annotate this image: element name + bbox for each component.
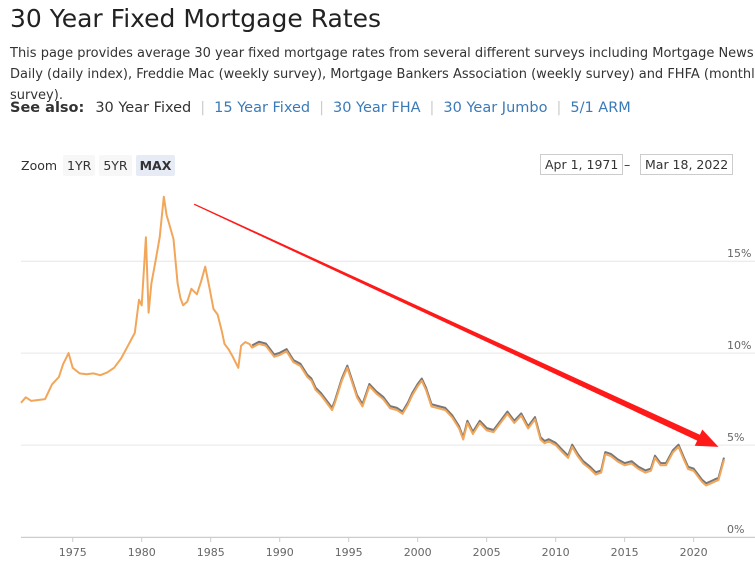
x-tick-label: 2000 bbox=[404, 546, 432, 559]
x-tick-label: 1995 bbox=[335, 546, 363, 559]
zoom-label: Zoom bbox=[21, 158, 58, 173]
x-tick-label: 1985 bbox=[197, 546, 225, 559]
see-also-current: 30 Year Fixed bbox=[95, 100, 192, 116]
y-tick-label: 0% bbox=[727, 523, 744, 536]
x-tick-label: 1975 bbox=[59, 546, 87, 559]
zoom-5yr-button[interactable]: 5YR bbox=[99, 155, 132, 176]
zoom-controls: Zoom 1YR 5YR MAX bbox=[21, 155, 179, 176]
see-also-label: See also: bbox=[10, 100, 85, 116]
series-line-primary bbox=[20, 195, 725, 487]
x-tick-label: 2005 bbox=[473, 546, 501, 559]
range-from-input[interactable]: Apr 1, 1971 bbox=[540, 154, 624, 175]
divider: | bbox=[556, 100, 562, 116]
divider: | bbox=[429, 100, 435, 116]
y-tick-label: 5% bbox=[727, 431, 744, 444]
x-tick-label: 2020 bbox=[680, 546, 708, 559]
link-5-1-arm[interactable]: 5/1 ARM bbox=[570, 100, 631, 116]
divider: | bbox=[200, 100, 206, 116]
x-tick-label: 2015 bbox=[611, 546, 639, 559]
see-also-nav: See also: 30 Year Fixed | 15 Year Fixed … bbox=[10, 100, 631, 116]
zoom-1yr-button[interactable]: 1YR bbox=[63, 155, 96, 176]
link-30-year-jumbo[interactable]: 30 Year Jumbo bbox=[443, 100, 548, 116]
annotation-arrow bbox=[193, 203, 719, 447]
y-tick-label: 10% bbox=[727, 339, 751, 352]
page-intro: This page provides average 30 year fixed… bbox=[10, 46, 755, 103]
divider: | bbox=[319, 100, 324, 116]
link-15-year-fixed[interactable]: 15 Year Fixed bbox=[214, 100, 311, 116]
link-30-year-fha[interactable]: 30 Year FHA bbox=[333, 100, 421, 116]
y-tick-label: 15% bbox=[727, 247, 751, 260]
range-separator: – bbox=[624, 157, 631, 172]
x-tick-label: 1990 bbox=[266, 546, 294, 559]
series-line-secondary bbox=[251, 340, 725, 485]
zoom-max-button[interactable]: MAX bbox=[135, 155, 176, 176]
x-tick-label: 2010 bbox=[542, 546, 570, 559]
x-tick-label: 1980 bbox=[128, 546, 156, 559]
page-title: 30 Year Fixed Mortgage Rates bbox=[10, 4, 382, 33]
range-to-input[interactable]: Mar 18, 2022 bbox=[640, 154, 734, 175]
